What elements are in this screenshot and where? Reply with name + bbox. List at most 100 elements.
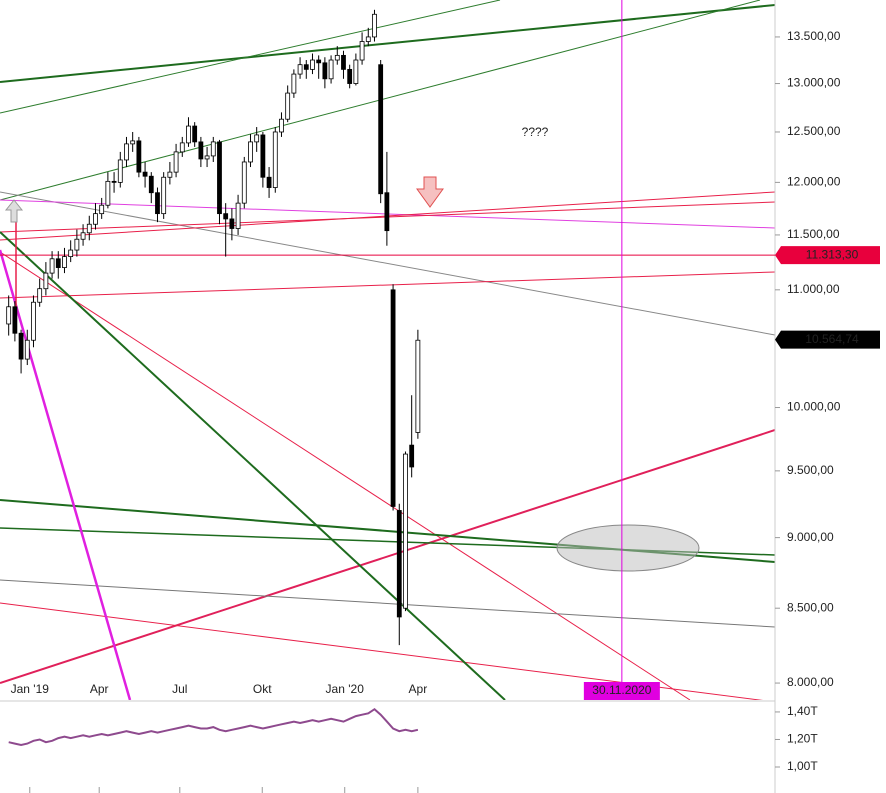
x-tick-label: Okt (253, 682, 272, 696)
candle-body (186, 125, 191, 144)
up-arrow (4, 199, 24, 223)
candle-body (167, 171, 173, 178)
x-tick-label: Apr (90, 682, 109, 696)
candle-body (353, 59, 359, 84)
trend-line (0, 4, 775, 83)
annotation: ???? (522, 125, 549, 139)
candle-body (111, 180, 117, 183)
date-label-box (583, 682, 660, 700)
candle-body (279, 118, 284, 133)
candle-body (210, 141, 216, 157)
candle-body (204, 155, 210, 160)
candle-body (93, 213, 98, 225)
candle-body (37, 288, 43, 303)
candle-body (365, 36, 371, 42)
candle-body (291, 73, 297, 94)
candle-body (192, 125, 198, 143)
candle-body (310, 59, 315, 70)
trend-line (0, 231, 506, 700)
candle-body (173, 151, 179, 173)
price-label-box (775, 330, 880, 349)
trend-line (0, 429, 775, 684)
trend-line (0, 0, 501, 114)
y-tick-label: 1,00T (787, 759, 818, 773)
candle-body (347, 68, 353, 84)
candle-body (31, 301, 36, 341)
candle-body (316, 59, 322, 64)
candle-body (229, 218, 235, 229)
candle-body (80, 232, 86, 240)
y-tick-label: 9.000,00 (787, 530, 834, 544)
x-tick-label: Jan '20 (326, 682, 365, 696)
candle-body (235, 202, 241, 229)
y-tick-label: 8.000,00 (787, 675, 834, 689)
y-tick-label: 10.000,00 (787, 400, 841, 414)
candle-body (248, 141, 253, 163)
trend-line (0, 251, 691, 700)
candle-body (334, 54, 340, 61)
x-tick-label: Jan '19 (11, 682, 50, 696)
candle-body (49, 258, 55, 274)
date-label: 30.11.2020 (592, 683, 651, 697)
candle-body (148, 175, 154, 194)
candle-body (403, 453, 408, 609)
trend-line (0, 249, 132, 700)
y-tick-label: 12.000,00 (787, 175, 841, 189)
candle-body (68, 249, 74, 258)
candle-body (409, 444, 415, 468)
y-tick-label: 12.500,00 (787, 124, 841, 138)
candle-body (74, 238, 80, 251)
y-tick-label: 13.500,00 (787, 29, 841, 43)
price-label: 11.313,30 (806, 247, 859, 261)
candle-body (86, 223, 92, 234)
candle-body (266, 176, 272, 188)
candle-body (223, 213, 229, 220)
indicator-line (8, 707, 419, 747)
trend-line (0, 579, 775, 628)
candle-body (378, 64, 384, 195)
candle-body (198, 141, 204, 160)
candle-body (396, 510, 402, 618)
y-tick-label: 9.500,00 (787, 463, 834, 477)
candle-body (297, 64, 303, 75)
candle-body (179, 142, 185, 153)
candle-body (24, 339, 30, 360)
y-tick-label: 1,40T (787, 704, 818, 718)
candle-body (303, 64, 309, 70)
candle-body (155, 192, 160, 215)
candle-body (117, 159, 123, 183)
candle-body (99, 204, 105, 215)
y-tick-label: 11.000,00 (787, 282, 840, 296)
candle-body (62, 256, 67, 268)
candle-body (341, 54, 346, 70)
candle-body (55, 258, 61, 268)
candle-body (260, 134, 266, 178)
plot-area (0, 9, 775, 646)
candle-body (390, 289, 396, 507)
candle-body (359, 41, 365, 61)
candle-body (384, 192, 390, 232)
candle-body (124, 143, 129, 161)
down-arrow (416, 176, 444, 208)
candle-body (18, 332, 24, 360)
candle-body (105, 180, 111, 206)
candle-body (328, 59, 334, 80)
price-label: 10.564,74 (805, 332, 859, 346)
trend-line (0, 271, 775, 299)
candle-body (142, 171, 148, 177)
x-tick-label: Apr (409, 682, 428, 696)
candle-body (254, 134, 260, 143)
trend-line (0, 191, 775, 336)
highlight-ellipse (556, 524, 700, 572)
candle-body (372, 13, 377, 38)
candle-body (415, 339, 421, 433)
candle-body (285, 92, 291, 120)
candle-body (6, 306, 12, 325)
candle-body (136, 140, 142, 173)
x-tick-label: Jul (172, 682, 187, 696)
candle-body (130, 140, 136, 145)
candle-body (161, 176, 167, 215)
candle-body (43, 272, 49, 290)
candle-body (217, 141, 222, 215)
